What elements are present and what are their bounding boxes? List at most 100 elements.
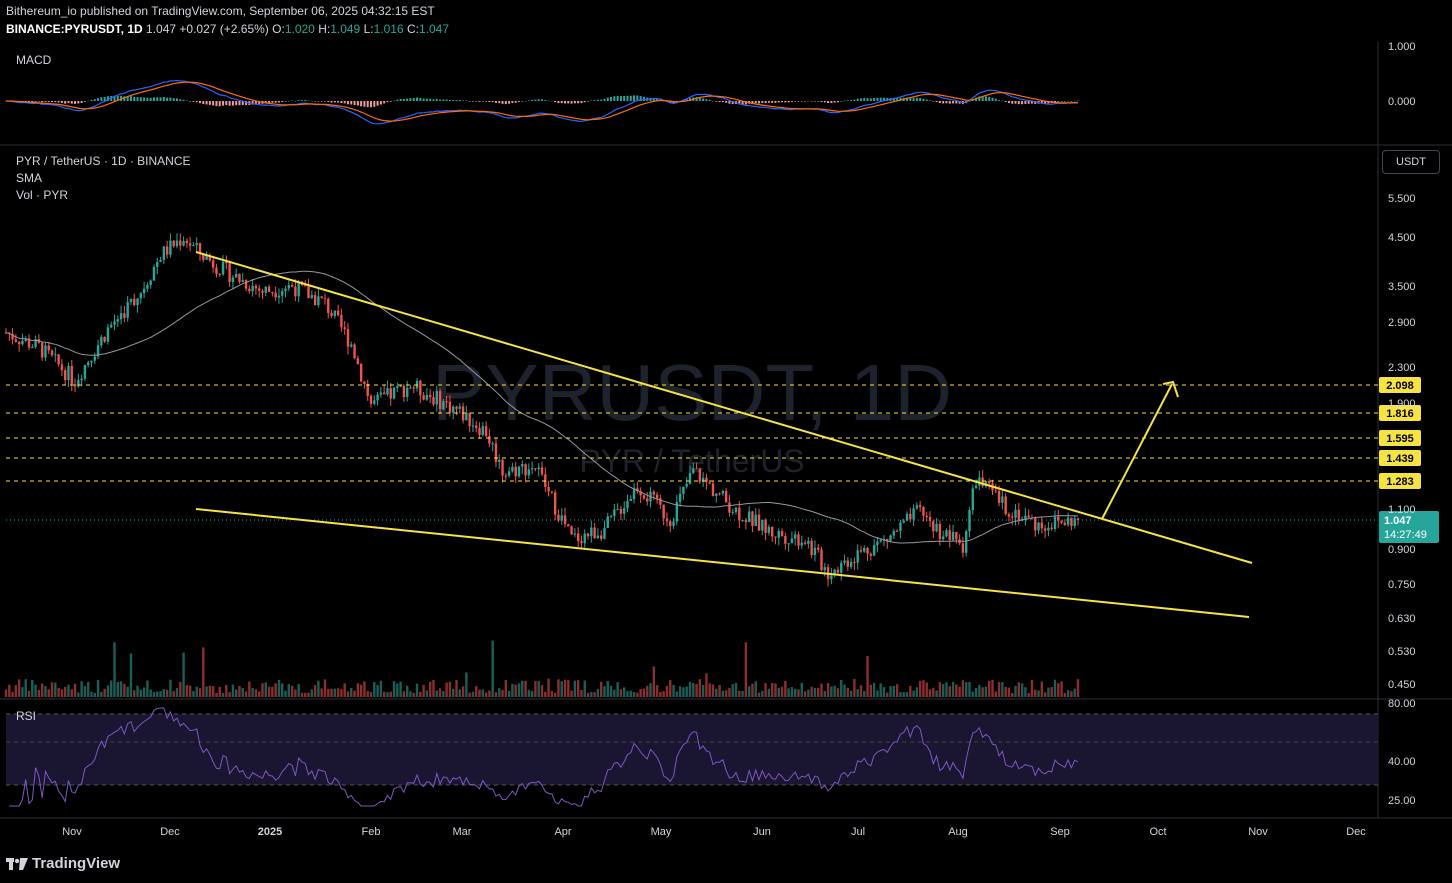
macd-histogram-bar xyxy=(106,96,109,101)
volume-bar xyxy=(152,692,156,697)
wedge-upper-trendline[interactable] xyxy=(195,251,1253,564)
volume-bar xyxy=(794,688,797,697)
volume-bar xyxy=(412,692,415,697)
sma-legend[interactable]: SMA xyxy=(16,171,43,185)
candle-body xyxy=(840,562,843,573)
open-value: 1.020 xyxy=(284,22,315,36)
chart-canvas[interactable]: PYRUSDT, 1D PYR / TetherUS 2.098 1.816 1.5… xyxy=(0,0,1452,847)
volume-bar xyxy=(373,681,376,697)
candle-body xyxy=(47,345,50,351)
volume-bar xyxy=(968,681,971,697)
volume-bar xyxy=(44,686,47,697)
macd-histogram-bar xyxy=(1007,101,1010,104)
candle-body xyxy=(724,491,728,503)
candle-body xyxy=(100,336,103,346)
volume-bar xyxy=(932,687,935,697)
volume-bar xyxy=(599,681,603,697)
candle-body xyxy=(754,514,757,527)
candle-body xyxy=(234,273,238,278)
macd-histogram-bar xyxy=(787,101,790,103)
volume-bar xyxy=(221,692,225,697)
volume-bar xyxy=(991,679,994,697)
candle-body xyxy=(567,524,570,527)
volume-bar xyxy=(435,690,438,697)
macd-histogram-bar xyxy=(580,101,583,104)
volume-bar xyxy=(93,692,96,697)
macd-histogram-bar xyxy=(1077,100,1079,102)
candle-body xyxy=(685,483,688,487)
volume-bar xyxy=(346,691,350,697)
tradingview-logo[interactable]: TradingView xyxy=(6,855,120,872)
candle-body xyxy=(636,488,639,492)
candle-body xyxy=(886,538,889,541)
candle-body xyxy=(281,291,284,296)
candle-body xyxy=(363,381,366,384)
macd-histogram-bar xyxy=(853,99,856,101)
macd-histogram-bar xyxy=(541,99,543,101)
candle-body xyxy=(399,385,402,387)
macd-legend[interactable]: MACD xyxy=(16,53,52,67)
macd-histogram-bar xyxy=(310,100,313,102)
breakout-arrow[interactable] xyxy=(1101,383,1173,520)
macd-histogram-bar xyxy=(702,98,705,101)
candle-body xyxy=(869,553,873,556)
candle-body xyxy=(1043,528,1047,531)
candle-body xyxy=(1060,520,1063,523)
candle-body xyxy=(731,511,734,513)
macd-histogram-bar xyxy=(350,101,353,105)
volume-bar xyxy=(790,687,794,697)
volume-bar xyxy=(836,688,840,697)
volume-bar xyxy=(271,686,274,697)
time-tick: Sep xyxy=(1050,826,1070,838)
macd-histogram-bar xyxy=(899,97,902,101)
macd-histogram-bar xyxy=(126,96,129,101)
candle-body xyxy=(882,538,886,540)
candle-body xyxy=(1027,515,1030,518)
macd-histogram-bar xyxy=(123,96,126,101)
pair-legend[interactable]: PYR / TetherUS · 1D · BINANCE xyxy=(16,154,191,168)
macd-histogram-bar xyxy=(1004,101,1007,103)
macd-histogram-bar xyxy=(922,98,925,101)
macd-histogram-bar xyxy=(846,100,849,101)
time-axis[interactable]: Nov Dec 2025 Feb Mar Apr May Jun Jul Aug Sep Oct Nov… xyxy=(62,826,1366,838)
volume-bar xyxy=(964,682,968,697)
macd-histogram-bar xyxy=(185,100,188,101)
macd-histogram-bar xyxy=(800,101,803,102)
macd-histogram-bar xyxy=(955,101,958,104)
volume-bar xyxy=(261,683,264,697)
volume-bar xyxy=(675,691,679,697)
price-axis[interactable]: 5.500 4.500 3.500 2.900 2.300 1.900 1.100 0.900… xyxy=(1388,41,1416,807)
candle-body xyxy=(498,459,501,462)
candle-body xyxy=(445,401,448,403)
candle-body xyxy=(162,246,166,260)
macd-histogram-bar xyxy=(932,101,935,102)
volume-bar xyxy=(948,686,951,697)
volume-bar xyxy=(777,687,780,697)
volume-bar xyxy=(550,690,554,697)
macd-histogram-bar xyxy=(859,98,862,101)
candle-body xyxy=(172,240,175,247)
symbol-label[interactable]: BINANCE:PYRUSDT, 1D xyxy=(6,22,143,36)
volume-legend[interactable]: Vol · PYR xyxy=(16,188,69,202)
wedge-lower-trendline[interactable] xyxy=(195,508,1250,618)
horizontal-levels[interactable]: 2.098 1.816 1.595 1.439 1.283 1.047 14:27:49 xyxy=(6,377,1439,543)
macd-histogram-bar xyxy=(593,100,596,101)
volume-bar xyxy=(672,684,675,697)
macd-tick: 1.000 xyxy=(1388,41,1416,53)
candle-body xyxy=(425,394,429,400)
volume-bar xyxy=(886,692,889,697)
macd-line xyxy=(5,79,1079,125)
macd-histogram-bar xyxy=(991,97,994,101)
price-tick: 5.500 xyxy=(1388,193,1416,205)
macd-histogram-bar xyxy=(491,101,494,103)
currency-button[interactable]: USDT xyxy=(1382,150,1440,174)
macd-histogram-bar xyxy=(688,98,691,101)
candle-body xyxy=(593,527,596,539)
volume-bar xyxy=(215,692,218,697)
macd-histogram-bar xyxy=(583,101,586,103)
candle-body xyxy=(284,288,287,292)
candle-body xyxy=(557,514,560,521)
macd-histogram-bar xyxy=(468,101,471,102)
macd-histogram-bar xyxy=(83,101,86,102)
rsi-legend[interactable]: RSI xyxy=(16,709,37,723)
